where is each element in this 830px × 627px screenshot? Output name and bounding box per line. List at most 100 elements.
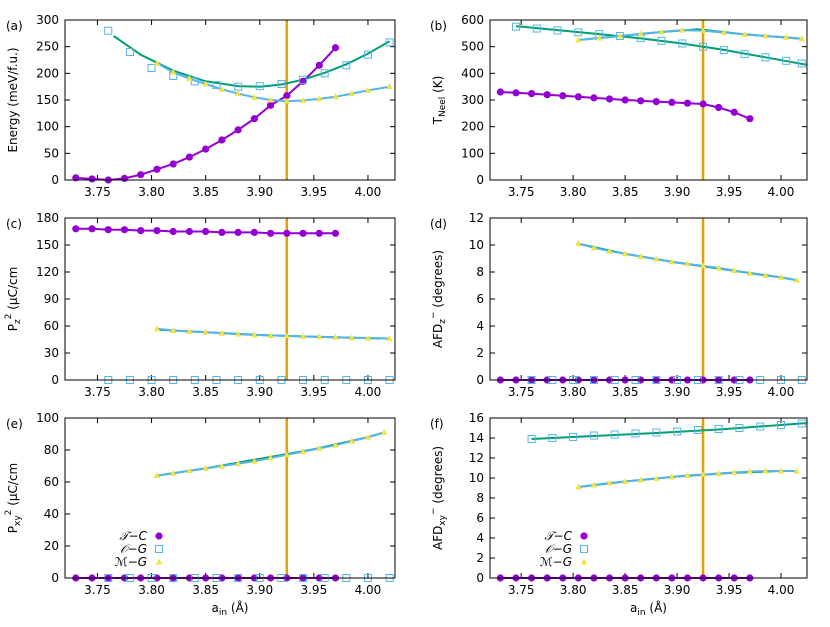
mg-point — [595, 34, 603, 41]
mg-point — [715, 264, 722, 271]
panel-label: (c) — [6, 217, 22, 231]
mg-point — [251, 331, 258, 338]
y-tick-label: 180 — [36, 211, 59, 225]
mg-point — [699, 262, 707, 269]
x-tick-label: 3.80 — [560, 385, 587, 399]
x-tick-label: 3.95 — [716, 185, 743, 199]
y-tick-label: 500 — [461, 40, 484, 54]
mg-point — [621, 478, 629, 484]
mg-point — [777, 467, 785, 474]
tc-point — [746, 115, 754, 123]
y-tick-label: 80 — [44, 443, 59, 457]
tc-point — [202, 227, 210, 236]
mg-point — [202, 328, 209, 335]
tc-point — [730, 108, 738, 116]
legend-marker-tc — [580, 532, 588, 540]
y-tick-label: 0 — [51, 571, 59, 585]
mg-point — [616, 32, 624, 39]
tc-point — [218, 228, 226, 236]
x-tick-label: 3.75 — [84, 185, 111, 199]
tc-point — [637, 97, 645, 105]
mg-point — [684, 260, 691, 267]
tc-point — [715, 103, 723, 112]
tc-point — [202, 145, 210, 153]
y-tick-label: 400 — [461, 66, 484, 80]
og-point — [511, 22, 520, 31]
mg-point — [777, 273, 785, 280]
mg-point — [186, 75, 193, 82]
tc-point — [331, 229, 340, 237]
mg-point — [679, 26, 686, 33]
panel-label: (f) — [430, 417, 444, 431]
mg-point — [606, 479, 613, 486]
y-tick-label: 200 — [36, 66, 59, 80]
tc-point — [234, 228, 242, 236]
x-tick-label: 3.90 — [664, 185, 691, 199]
tc-point — [299, 229, 307, 237]
x-tick-label: 3.80 — [560, 185, 587, 199]
og-point — [569, 433, 578, 441]
x-tick-label: 3.80 — [560, 583, 587, 597]
og-point — [255, 82, 264, 91]
mg-point — [283, 451, 291, 458]
tc-point — [315, 61, 323, 69]
fit-line — [531, 422, 808, 440]
y-tick-label: 100 — [36, 411, 59, 425]
fit-line — [156, 431, 385, 477]
x-tick-label: 3.80 — [138, 583, 165, 597]
og-point — [714, 425, 723, 433]
tc-point — [266, 229, 275, 237]
legend: 𝒯−C𝒪−Gℳ−G — [540, 529, 588, 569]
x-tick-label: 3.85 — [612, 385, 639, 399]
og-point — [532, 24, 541, 33]
mg-point — [332, 333, 339, 340]
y-tick-label: 12 — [469, 451, 484, 465]
mg-point — [316, 95, 323, 102]
y-axis-label: AFDz− (degrees) — [429, 250, 448, 348]
og-point — [782, 56, 791, 65]
tc-point — [574, 93, 582, 101]
legend-marker-mg — [580, 558, 588, 565]
plot-frame — [489, 217, 808, 381]
og-point — [527, 435, 536, 443]
mg-point — [364, 334, 372, 341]
tc-point — [185, 227, 194, 236]
mg-point — [299, 332, 307, 339]
mg-point — [783, 33, 790, 40]
y-tick-label: 150 — [36, 93, 59, 107]
mg-point — [793, 276, 800, 283]
mg-point — [653, 255, 660, 262]
legend-label: 𝒯−C — [119, 529, 147, 543]
mg-point — [153, 59, 161, 66]
mg-point — [746, 269, 754, 276]
x-axis-label: ain (Å) — [630, 600, 667, 618]
x-tick-label: 3.95 — [716, 385, 743, 399]
x-tick-label: 3.85 — [612, 583, 639, 597]
og-point — [299, 75, 308, 84]
tc-series-line — [75, 47, 337, 182]
mg-point — [234, 460, 242, 467]
mg-point — [606, 247, 613, 254]
y-axis-label: Pz2 (μC/cm — [4, 267, 23, 332]
y-tick-label: 60 — [44, 475, 59, 489]
og-point — [631, 429, 640, 438]
mg-point — [316, 444, 323, 451]
og-point — [104, 26, 113, 35]
y-tick-label: 0 — [476, 373, 484, 387]
legend-marker-og — [580, 545, 588, 553]
x-tick-label: 3.85 — [192, 385, 219, 399]
x-axis-label: ain (Å) — [212, 600, 249, 618]
tc-point — [283, 92, 291, 100]
y-axis-label: AFDxy− (degrees) — [429, 446, 448, 550]
x-tick-label: 3.75 — [508, 385, 535, 399]
tc-point — [234, 126, 242, 134]
tc-point — [315, 229, 323, 237]
tc-point — [218, 136, 226, 144]
y-tick-label: 2 — [476, 346, 484, 360]
legend-label: 𝒪−G — [545, 542, 572, 556]
panel-label: (e) — [6, 417, 23, 431]
x-tick-label: 3.95 — [716, 583, 743, 597]
plot-frame — [64, 19, 396, 181]
mg-point — [202, 80, 209, 87]
